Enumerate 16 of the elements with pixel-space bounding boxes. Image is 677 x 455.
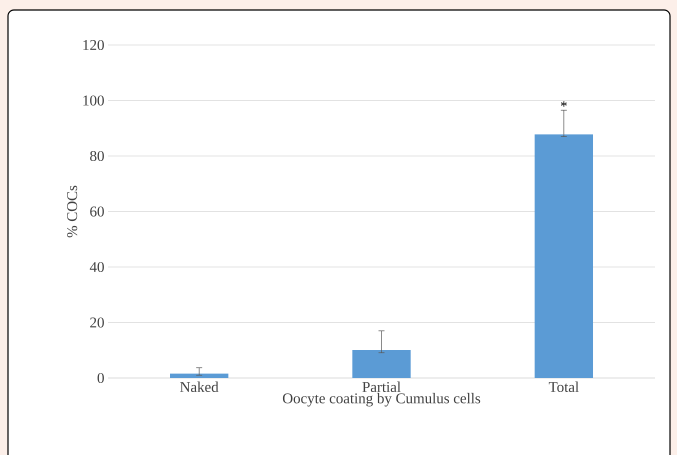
y-tick-label: 40 bbox=[90, 262, 104, 272]
x-tick-label: Total bbox=[548, 382, 579, 392]
y-tick-label: 120 bbox=[83, 40, 104, 50]
bar bbox=[534, 134, 594, 378]
y-axis-title: % COCs bbox=[67, 186, 78, 238]
annotation: * bbox=[560, 101, 567, 107]
y-tick-label: 20 bbox=[90, 317, 104, 328]
y-tick-label: 60 bbox=[90, 206, 104, 217]
y-tick-label: 100 bbox=[83, 95, 104, 106]
bar bbox=[170, 374, 228, 378]
x-tick-label: Partial bbox=[362, 382, 401, 392]
y-tick-label: 80 bbox=[90, 150, 104, 162]
bar bbox=[352, 350, 411, 378]
x-axis-title: Oocyte coating by Cumulus cells bbox=[282, 392, 480, 406]
x-tick-label: Naked bbox=[180, 382, 218, 392]
y-tick-label: 0 bbox=[98, 372, 104, 384]
